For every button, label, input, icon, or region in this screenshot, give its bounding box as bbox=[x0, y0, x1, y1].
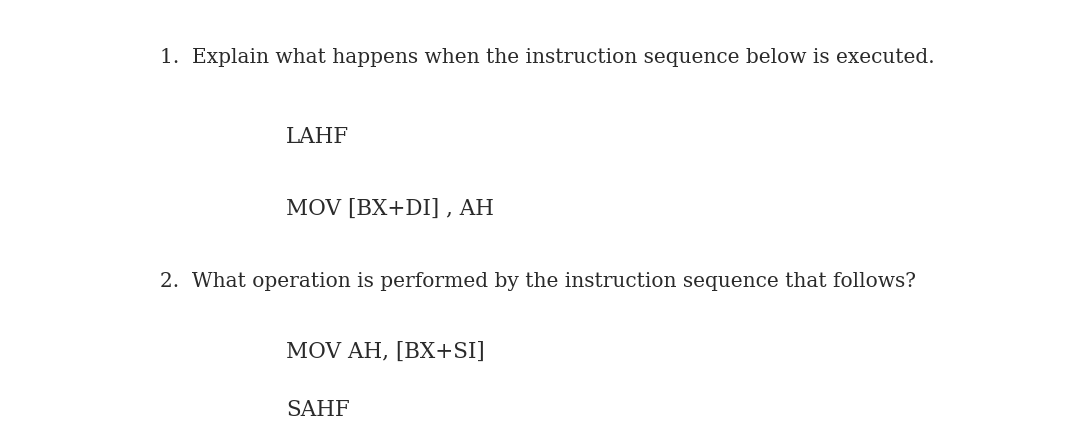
Text: MOV [BX+DI] , AH: MOV [BX+DI] , AH bbox=[286, 198, 495, 220]
Text: SAHF: SAHF bbox=[286, 398, 350, 420]
Text: MOV AH, [BX+SI]: MOV AH, [BX+SI] bbox=[286, 340, 485, 363]
Text: LAHF: LAHF bbox=[286, 125, 349, 147]
Text: 1.  Explain what happens when the instruction sequence below is executed.: 1. Explain what happens when the instruc… bbox=[160, 48, 934, 67]
Text: 2.  What operation is performed by the instruction sequence that follows?: 2. What operation is performed by the in… bbox=[160, 272, 916, 291]
